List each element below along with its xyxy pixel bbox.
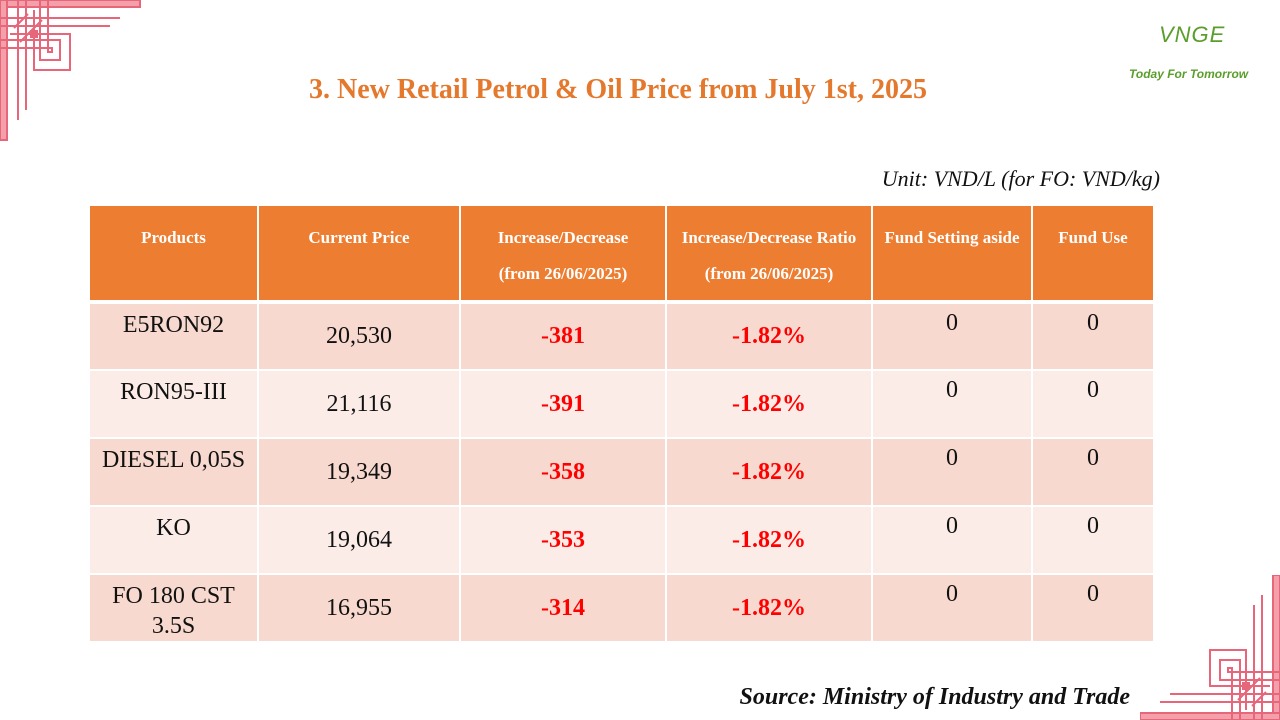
cell-ratio: -1.82%	[666, 574, 873, 643]
cell-price: 21,116	[258, 370, 461, 439]
cell-product: E5RON92	[90, 302, 259, 371]
header-increase-decrease: Increase/Decrease (from 26/06/2025)	[460, 206, 667, 304]
cell-ratio: -1.82%	[666, 506, 873, 575]
price-table: Products Current Price Increase/Decrease…	[90, 206, 1155, 643]
cell-ratio: -1.82%	[666, 370, 873, 439]
logo-text: VNGE	[1159, 22, 1226, 47]
cell-fund-set: 0	[872, 438, 1033, 507]
cell-fund-set: 0	[872, 370, 1033, 439]
cell-price: 19,064	[258, 506, 461, 575]
header-products: Products	[90, 206, 259, 304]
header-fund-use: Fund Use	[1032, 206, 1155, 304]
cell-fund-use: 0	[1032, 370, 1155, 439]
unit-note: Unit: VND/L (for FO: VND/kg)	[881, 166, 1160, 191]
cell-fund-use: 0	[1032, 438, 1155, 507]
cell-fund-use: 0	[1032, 506, 1155, 575]
cell-fund-set: 0	[872, 574, 1033, 643]
cell-ratio: -1.82%	[666, 438, 873, 507]
cell-price: 20,530	[258, 302, 461, 371]
table-row: DIESEL 0,05S 19,349 -358 -1.82% 0 0	[90, 438, 1155, 507]
cell-change: -381	[460, 302, 667, 371]
table-row: FO 180 CST 3.5S 16,955 -314 -1.82% 0 0	[90, 574, 1155, 643]
page-title: 3. New Retail Petrol & Oil Price from Ju…	[309, 74, 927, 105]
cell-price: 19,349	[258, 438, 461, 507]
cell-change: -391	[460, 370, 667, 439]
brand-logo: VNGE Today For Tomorrow	[1125, 22, 1265, 92]
cell-change: -353	[460, 506, 667, 575]
cell-product: FO 180 CST 3.5S	[90, 574, 259, 643]
cell-fund-use: 0	[1032, 302, 1155, 371]
table-header-row: Products Current Price Increase/Decrease…	[90, 206, 1155, 304]
cell-fund-set: 0	[872, 302, 1033, 371]
table-row: E5RON92 20,530 -381 -1.82% 0 0	[90, 302, 1155, 371]
cell-product: DIESEL 0,05S	[90, 438, 259, 507]
header-fund-setting-aside: Fund Setting aside	[872, 206, 1033, 304]
header-current-price: Current Price	[258, 206, 461, 304]
table-row: KO 19,064 -353 -1.82% 0 0	[90, 506, 1155, 575]
cell-change: -314	[460, 574, 667, 643]
cell-fund-set: 0	[872, 506, 1033, 575]
cell-product: KO	[90, 506, 259, 575]
table-row: RON95-III 21,116 -391 -1.82% 0 0	[90, 370, 1155, 439]
cell-fund-use: 0	[1032, 574, 1155, 643]
corner-ornament-bottom-right	[1140, 575, 1280, 720]
corner-ornament-top-left	[0, 0, 141, 141]
cell-change: -358	[460, 438, 667, 507]
cell-ratio: -1.82%	[666, 302, 873, 371]
cell-price: 16,955	[258, 574, 461, 643]
header-increase-decrease-ratio: Increase/Decrease Ratio (from 26/06/2025)	[666, 206, 873, 304]
source-note: Source: Ministry of Industry and Trade	[739, 684, 1131, 710]
cell-product: RON95-III	[90, 370, 259, 439]
logo-tagline: Today For Tomorrow	[1129, 67, 1249, 81]
